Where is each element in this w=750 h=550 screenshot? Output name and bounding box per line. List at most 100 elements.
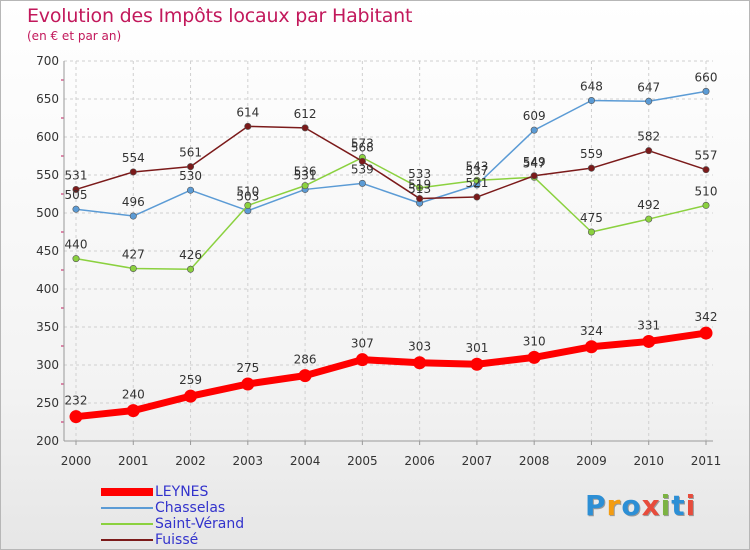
logo-letter: t — [671, 489, 686, 522]
x-tick-label: 2010 — [633, 454, 664, 468]
logo-letter: i — [685, 489, 697, 522]
data-label: 549 — [523, 155, 546, 169]
series-line-leynes — [75, 329, 707, 421]
x-tick-label: 2007 — [462, 454, 493, 468]
data-label: 259 — [179, 373, 202, 387]
data-label: 561 — [179, 146, 202, 160]
data-point — [473, 193, 481, 201]
data-point — [584, 340, 598, 354]
data-label: 559 — [580, 147, 603, 161]
data-label: 427 — [122, 247, 145, 261]
data-point — [187, 163, 195, 171]
chart-title: Evolution des Impôts locaux par Habitant — [27, 5, 413, 27]
data-point — [126, 404, 140, 418]
data-point — [301, 182, 309, 190]
data-point — [645, 215, 653, 223]
y-tick-label: 600 — [36, 130, 59, 144]
data-label: 533 — [408, 167, 431, 181]
data-label: 531 — [65, 168, 88, 182]
data-label: 303 — [408, 340, 431, 354]
y-tick-label: 400 — [36, 282, 59, 296]
data-label: 543 — [465, 159, 488, 173]
data-point — [413, 356, 427, 370]
y-tick-label: 300 — [36, 358, 59, 372]
logo-letter: r — [606, 489, 622, 522]
data-label: 496 — [122, 195, 145, 209]
data-label: 310 — [523, 334, 546, 348]
chart-subtitle: (en € et par an) — [27, 29, 122, 43]
x-tick-label: 2008 — [519, 454, 550, 468]
data-point — [702, 201, 710, 209]
data-label: 331 — [637, 318, 660, 332]
y-tick-label: 450 — [36, 244, 59, 258]
data-label: 324 — [580, 324, 603, 338]
y-tick-label: 650 — [36, 92, 59, 106]
data-point — [470, 357, 484, 371]
data-point — [184, 389, 198, 403]
data-point — [72, 185, 80, 193]
legend-swatch — [101, 523, 153, 525]
data-point — [530, 126, 538, 134]
series-line-fuiss- — [75, 125, 707, 200]
data-label: 647 — [637, 80, 660, 94]
data-label: 568 — [351, 140, 374, 154]
series-line-chasselas — [75, 90, 707, 217]
x-tick-label: 2002 — [175, 454, 206, 468]
data-label: 510 — [695, 184, 718, 198]
legend-label: Saint-Vérand — [155, 516, 245, 532]
data-label: 519 — [408, 178, 431, 192]
data-point — [187, 265, 195, 273]
data-label: 232 — [65, 394, 88, 408]
data-point — [699, 326, 713, 340]
x-tick-label: 2001 — [118, 454, 149, 468]
x-tick-label: 2003 — [233, 454, 264, 468]
logo-letter: P — [585, 489, 607, 522]
y-tick-label: 200 — [36, 434, 59, 448]
data-point — [129, 168, 137, 176]
data-label: 612 — [294, 107, 317, 121]
logo-letter: o — [621, 489, 642, 522]
data-label: 505 — [65, 188, 88, 202]
legend-swatch — [101, 539, 153, 541]
legend-swatch — [101, 507, 153, 509]
x-tick-label: 2009 — [576, 454, 607, 468]
data-point — [298, 369, 312, 383]
legend-label: Chasselas — [155, 500, 226, 516]
data-label: 539 — [351, 162, 374, 176]
data-point — [587, 97, 595, 105]
data-label: 614 — [236, 105, 259, 119]
data-label: 510 — [236, 184, 259, 198]
y-tick-label: 250 — [36, 396, 59, 410]
y-tick-label: 350 — [36, 320, 59, 334]
legend-label: Fuissé — [155, 532, 199, 548]
data-label: 648 — [580, 80, 603, 94]
data-label: 503 — [236, 190, 259, 204]
data-label: 537 — [465, 164, 488, 178]
data-point — [358, 179, 366, 187]
legend-label: LEYNES — [155, 484, 209, 500]
data-label: 342 — [695, 310, 718, 324]
x-tick-label: 2004 — [290, 454, 321, 468]
data-point — [69, 410, 83, 424]
data-point — [244, 201, 252, 209]
data-label: 660 — [695, 70, 718, 84]
data-label: 492 — [637, 198, 660, 212]
data-label: 475 — [580, 211, 603, 225]
data-label: 530 — [179, 169, 202, 183]
data-point — [416, 195, 424, 203]
data-point — [129, 212, 137, 220]
y-tick-label: 700 — [36, 54, 59, 68]
data-label: 286 — [294, 353, 317, 367]
data-label: 513 — [408, 182, 431, 196]
data-point — [129, 264, 137, 272]
data-label: 307 — [351, 337, 374, 351]
logo-letter: i — [660, 489, 672, 522]
data-point — [642, 334, 656, 348]
data-label: 536 — [294, 165, 317, 179]
x-tick-label: 2000 — [61, 454, 92, 468]
logo-letter: x — [641, 489, 661, 522]
data-label: 240 — [122, 388, 145, 402]
proxiti-logo: Proxiti — [585, 489, 696, 522]
data-point — [241, 377, 255, 391]
